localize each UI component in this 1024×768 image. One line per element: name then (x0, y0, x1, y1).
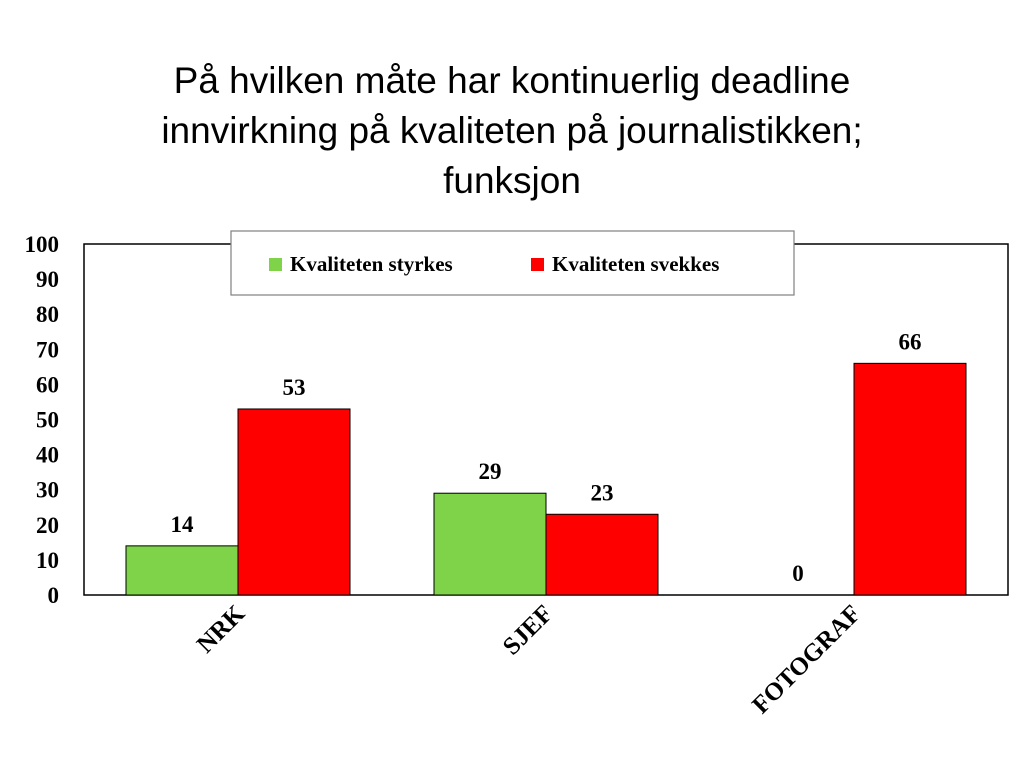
y-axis-ticks: 0 10 20 30 40 50 60 70 80 90 100 (25, 232, 60, 608)
legend: Kvaliteten styrkes Kvaliteten svekkes (230, 230, 795, 296)
y-tick-label: 50 (36, 408, 59, 433)
slide-title: På hvilken måte har kontinuerlig deadlin… (62, 56, 962, 206)
legend-swatch-svekkes (531, 258, 544, 271)
category-label-fotograf: FOTOGRAF (747, 600, 866, 719)
y-tick-label: 80 (36, 302, 59, 327)
data-label: 0 (792, 561, 804, 586)
y-tick-label: 40 (36, 443, 59, 468)
data-label: 53 (283, 375, 306, 400)
category-label-sjef: SJEF (498, 600, 558, 660)
y-tick-label: 100 (25, 232, 60, 257)
bar-fotograf-svekkes (853, 362, 967, 596)
data-label: 66 (899, 329, 922, 354)
data-label: 29 (479, 459, 502, 484)
data-label: 14 (171, 512, 195, 537)
bar-sjef-svekkes (545, 513, 659, 596)
y-tick-label: 10 (36, 548, 59, 573)
y-tick-label: 30 (36, 478, 59, 503)
y-tick-label: 60 (36, 372, 59, 397)
bar-nrk-styrkes (125, 545, 239, 596)
y-tick-label: 70 (36, 337, 59, 362)
bar-nrk-svekkes (237, 408, 351, 596)
title-line: funksjon (443, 160, 581, 201)
title-line: innvirkning på kvaliteten på journalisti… (161, 110, 863, 151)
legend-box (230, 230, 795, 296)
y-tick-label: 20 (36, 513, 59, 538)
y-tick-label: 90 (36, 267, 59, 292)
bars (125, 362, 967, 596)
legend-label-svekkes: Kvaliteten svekkes (552, 252, 719, 276)
data-labels: 14 53 29 23 0 66 (171, 329, 922, 586)
data-label: 23 (591, 480, 614, 505)
y-tick-label: 0 (48, 583, 60, 608)
x-axis-labels: NRK SJEF FOTOGRAF (192, 600, 866, 719)
legend-swatch-styrkes (269, 258, 282, 271)
bar-sjef-styrkes (433, 492, 547, 596)
category-label-nrk: NRK (192, 600, 251, 659)
legend-label-styrkes: Kvaliteten styrkes (290, 252, 453, 276)
title-line: På hvilken måte har kontinuerlig deadlin… (173, 60, 851, 101)
